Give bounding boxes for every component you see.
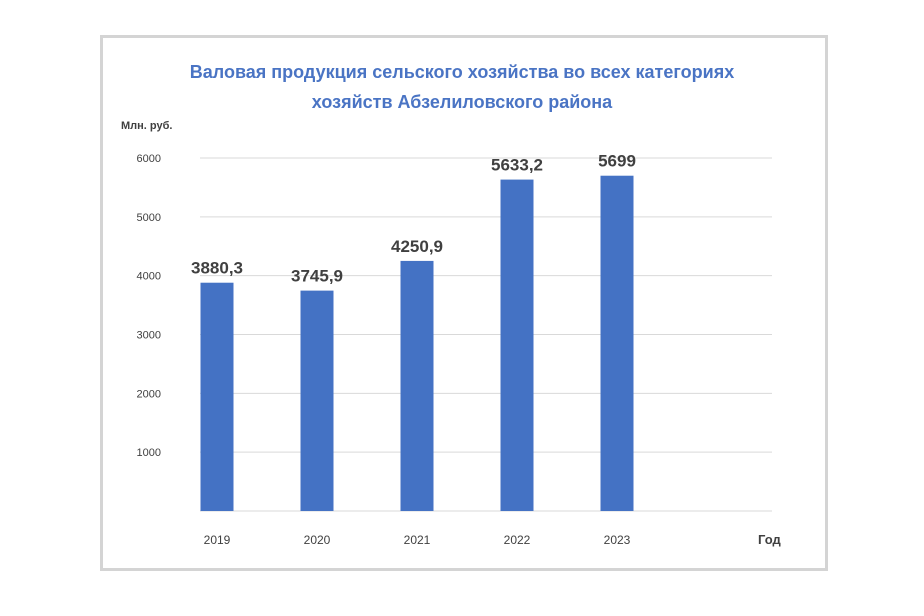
data-label: 5633,2: [491, 156, 543, 175]
chart-title-line-1: Валовая продукция сельского хозяйства во…: [189, 62, 735, 82]
y-tick-label: 3000: [137, 330, 161, 342]
x-tick-label: 2020: [304, 533, 331, 547]
bar: [300, 290, 334, 511]
data-label: 3745,9: [291, 267, 343, 286]
chart-title: Валовая продукция сельского хозяйства во…: [0, 57, 924, 117]
bar: [500, 179, 534, 511]
y-tick-label: 2000: [137, 388, 161, 400]
x-tick-label: 2021: [404, 533, 431, 547]
y-tick-label: 4000: [137, 271, 161, 283]
y-tick-label: 1000: [137, 447, 161, 459]
bar: [400, 260, 434, 511]
x-tick-label: 2023: [604, 533, 631, 547]
chart-title-line-2: хозяйств Абзелиловского района: [311, 92, 613, 112]
bar: [200, 282, 234, 511]
data-label: 5699: [598, 152, 636, 171]
y-tick-label: 5000: [137, 212, 161, 224]
bar: [600, 175, 634, 511]
data-label: 4250,9: [391, 237, 443, 256]
x-axis-label: Год: [758, 532, 781, 547]
y-tick-label: 6000: [137, 153, 161, 165]
data-label: 3880,3: [191, 259, 243, 278]
x-tick-label: 2022: [504, 533, 531, 547]
y-axis-label: Млн. руб.: [121, 120, 173, 132]
x-tick-label: 2019: [204, 533, 231, 547]
